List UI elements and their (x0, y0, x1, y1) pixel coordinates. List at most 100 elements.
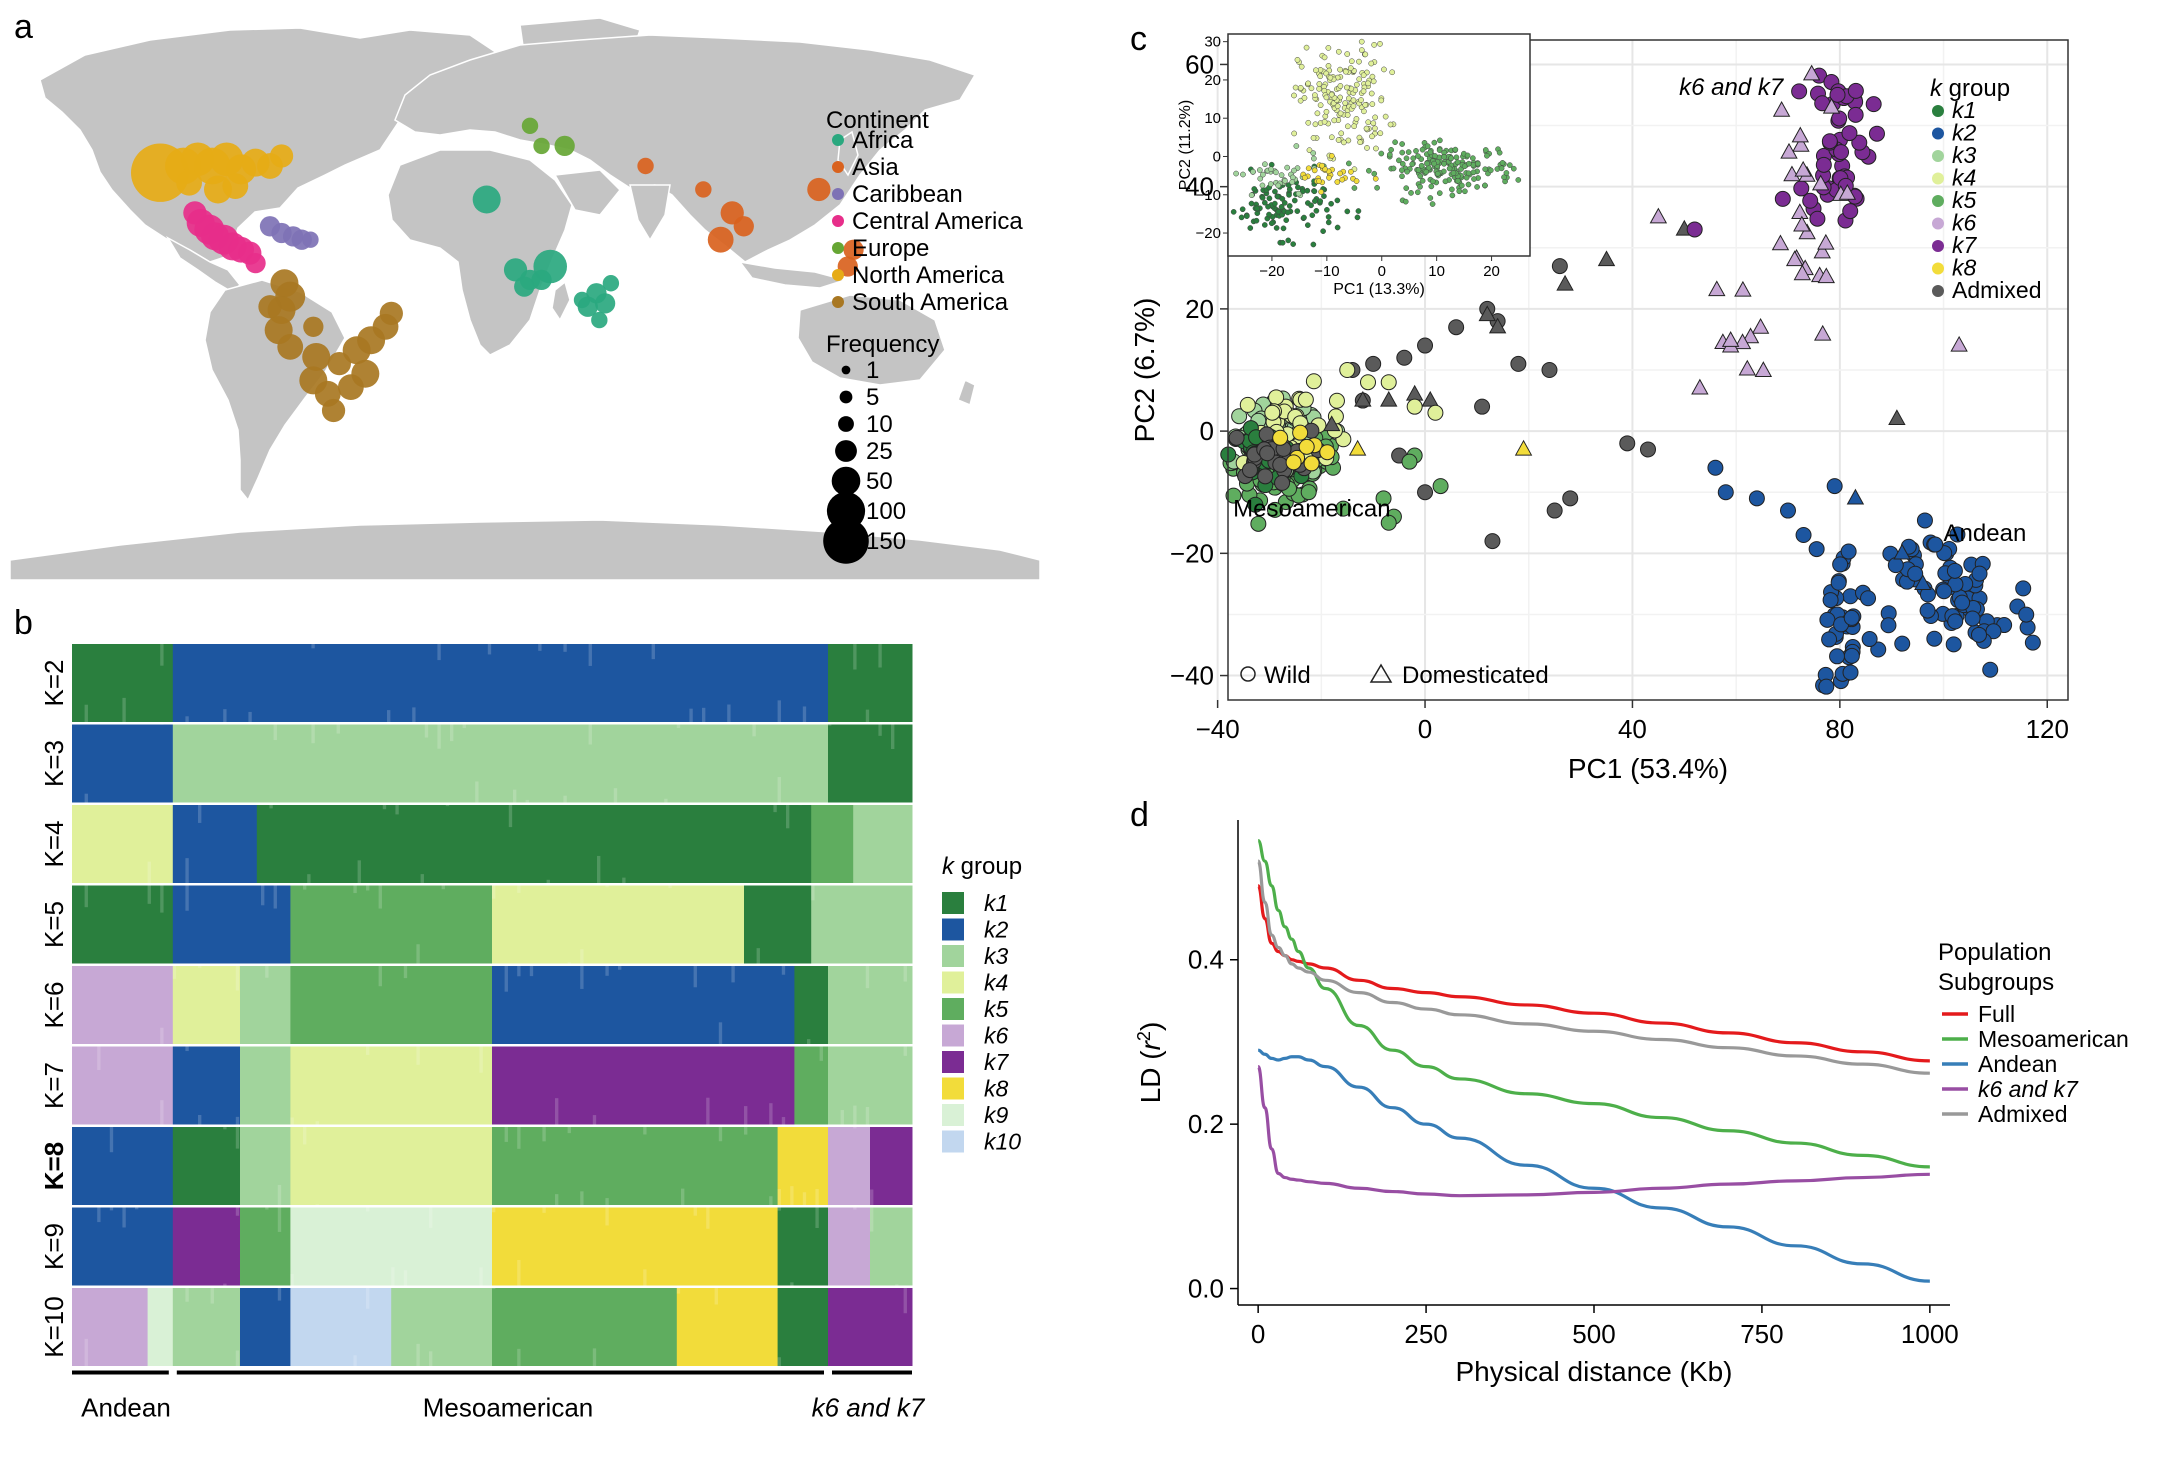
pca-cluster-point (1264, 404, 1281, 421)
pca-x-tick-label: 0 (1418, 714, 1432, 744)
pca-cluster-point (1292, 424, 1309, 441)
structure-texture (479, 1046, 483, 1073)
inset-point (1450, 170, 1457, 176)
structure-texture (790, 1186, 794, 1205)
inset-point (1275, 208, 1282, 215)
inset-point (1335, 137, 1342, 143)
structure-segment (828, 644, 913, 722)
pca-point (1826, 478, 1843, 495)
map-point (183, 201, 207, 225)
pca-cluster-point (1946, 562, 1963, 579)
inset-point (1312, 121, 1319, 128)
pca-x-tick-label: 120 (2026, 714, 2069, 744)
structure-texture (122, 697, 126, 722)
inset-point (1371, 170, 1378, 177)
pca-legend-label: k8 (1952, 255, 1977, 281)
inset-point (1405, 149, 1412, 155)
structure-texture (693, 966, 697, 988)
structure-texture (555, 1098, 559, 1125)
inset-point (1369, 133, 1375, 140)
pca-annotation: k6 and k7 (1679, 74, 1785, 101)
structure-legend-swatch (942, 892, 964, 914)
legend-frequency-swatch (839, 390, 853, 404)
inset-point (1284, 209, 1291, 216)
structure-texture (538, 644, 542, 651)
pca-cluster-point (1831, 110, 1848, 127)
legend-continent-label: Asia (852, 154, 899, 181)
pca-cluster-point (1926, 630, 1943, 647)
inset-point (1415, 167, 1422, 173)
structure-segment (290, 1046, 493, 1125)
structure-segment (72, 724, 174, 803)
legend-continent-label: Caribbean (852, 181, 963, 208)
structure-texture (517, 966, 521, 977)
pca-y-tick-label: 20 (1185, 294, 1214, 324)
inset-point (1254, 205, 1261, 212)
structure-texture (592, 1115, 597, 1125)
structure-segment (492, 1288, 678, 1366)
structure-legend-label: k5 (984, 996, 1009, 1022)
ld-legend-label: Andean (1978, 1051, 2057, 1077)
structure-texture (416, 1046, 420, 1065)
inset-point (1314, 110, 1321, 117)
structure-texture (261, 885, 265, 906)
pca-cluster-point (1851, 134, 1868, 151)
inset-point (1428, 183, 1435, 190)
legend-frequency-swatch (838, 416, 854, 432)
pca-point (1597, 250, 1616, 267)
structure-texture (777, 1207, 781, 1211)
landmass-eurasia (394, 34, 977, 263)
inset-point (1253, 217, 1260, 224)
inset-point (1474, 184, 1480, 190)
structure-segment (853, 805, 913, 883)
ld-line-k6-and-k7 (1256, 1065, 1930, 1198)
pca-point (1686, 221, 1703, 238)
structure-texture (109, 1127, 114, 1153)
pca-point (1322, 415, 1341, 432)
structure-texture (828, 724, 832, 726)
legend-continent-title: Continent (826, 107, 929, 134)
inset-point (1498, 165, 1505, 172)
structure-legend-label: k10 (984, 1129, 1021, 1155)
structure-texture (769, 1196, 773, 1205)
inset-point (1399, 167, 1405, 174)
inset-point (1402, 198, 1409, 205)
structure-legend-swatch (942, 945, 964, 967)
structure-segment (744, 885, 812, 964)
map-point (303, 316, 324, 337)
structure-texture (160, 1100, 164, 1125)
structure-texture (508, 805, 513, 828)
structure-texture (273, 724, 277, 741)
pca-point (1380, 374, 1397, 391)
inset-point (1301, 174, 1308, 181)
structure-segment (777, 1207, 829, 1286)
ld-line-andean (1257, 1048, 1930, 1283)
structure-texture (777, 700, 781, 722)
inset-point (1325, 45, 1332, 51)
structure-texture (84, 885, 88, 908)
pca-cluster-point (1865, 96, 1882, 113)
inset-point (1390, 165, 1397, 172)
inset-point (1353, 116, 1360, 122)
pca-point (1556, 274, 1574, 291)
structure-legend-swatch (942, 1024, 964, 1047)
structure-segment (290, 1288, 392, 1366)
inset-point (1257, 175, 1264, 182)
structure-texture (445, 805, 450, 807)
structure-segment (492, 1046, 795, 1125)
pca-point (1448, 319, 1465, 336)
legend-frequency-title: Frequency (826, 331, 939, 358)
structure-texture (676, 1288, 681, 1294)
inset-point (1409, 161, 1416, 168)
structure-texture (777, 1357, 781, 1366)
structure-texture (853, 1207, 857, 1210)
inset-point (1366, 167, 1372, 174)
inset-y-tick-label: 0 (1213, 148, 1221, 165)
inset-point (1316, 85, 1322, 92)
structure-texture (777, 1189, 781, 1205)
pca-shape-legend: Wild Domesticated (1240, 662, 1549, 689)
structure-segment (492, 885, 745, 964)
structure-texture (605, 966, 609, 976)
ld-legend-label: k6 and k7 (1978, 1076, 2079, 1102)
structure-row-label: K=4 (39, 821, 69, 868)
